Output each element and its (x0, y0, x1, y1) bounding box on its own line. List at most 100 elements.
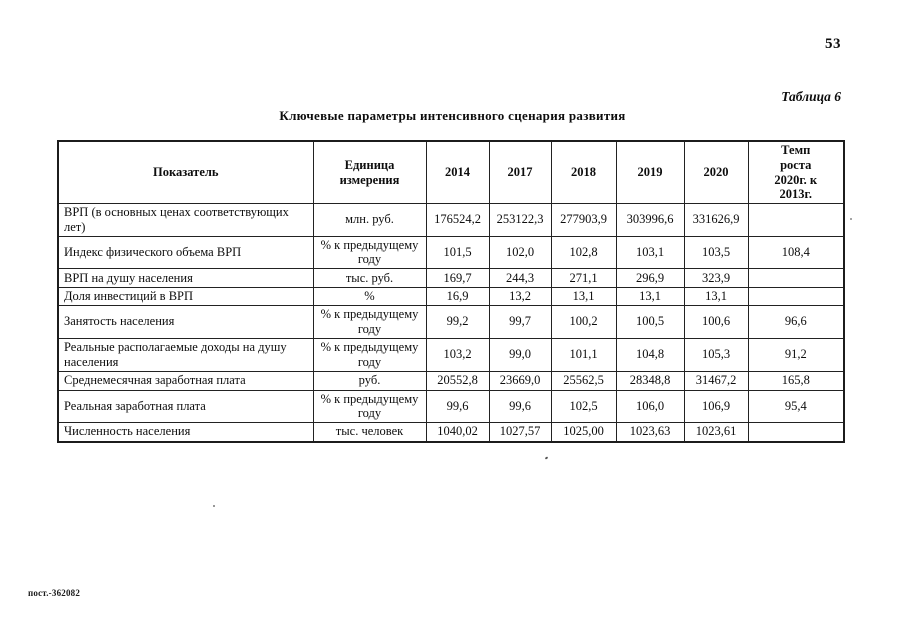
col-header-2020: 2020 (683, 140, 749, 204)
table-row: Реальные располагаемые доходы на душу на… (57, 337, 845, 372)
value-cell: 103,1 (615, 235, 685, 269)
unit-cell: тыс. руб. (312, 268, 427, 288)
indicator-cell: Занятость населения (57, 305, 314, 339)
unit-cell: руб. (312, 370, 427, 391)
value-cell: 96,6 (747, 305, 845, 339)
value-cell: 102,5 (550, 389, 617, 423)
value-cell: 23669,0 (488, 370, 552, 391)
indicator-cell: Реальные располагаемые доходы на душу на… (57, 337, 314, 372)
indicator-cell: Среднемесячная заработная плата (57, 370, 314, 391)
value-cell: 169,7 (425, 268, 490, 288)
scan-speck (544, 456, 549, 460)
value-cell: 1040,02 (425, 422, 490, 442)
value-cell: 244,3 (488, 268, 552, 288)
unit-cell: % к предыдущему году (312, 305, 427, 339)
col-header-growth-rate: Темп роста 2020г. к 2013г. (747, 140, 845, 204)
value-cell: 13,1 (683, 287, 749, 306)
table-row: Доля инвестиций в ВРП% 16,9 13,2 13,1 13,1 13… (57, 287, 845, 306)
value-cell: 271,1 (550, 268, 617, 288)
value-cell: 165,8 (747, 370, 845, 391)
value-cell: 20552,8 (425, 370, 490, 391)
indicator-cell: Реальная заработная плата (57, 389, 314, 423)
scan-speck (213, 505, 215, 507)
unit-cell: % к предыдущему году (312, 337, 427, 372)
col-header-growth-rate-label: Темп роста 2020г. к 2013г. (774, 143, 818, 202)
unit-cell: млн. руб. (312, 203, 427, 237)
table-row: Занятость населения% к предыдущему году 9… (57, 305, 845, 339)
unit-cell: % (312, 287, 427, 306)
value-cell: 100,5 (615, 305, 685, 339)
unit-cell: тыс. человек (312, 422, 427, 442)
value-cell: 100,6 (683, 305, 749, 339)
col-header-2019: 2019 (615, 140, 685, 204)
value-cell: 25562,5 (550, 370, 617, 391)
value-cell: 176524,2 (425, 203, 490, 237)
value-cell: 16,9 (425, 287, 490, 306)
value-cell (747, 268, 845, 288)
value-cell: 108,4 (747, 235, 845, 269)
col-header-indicator: Показатель (57, 140, 314, 204)
table-row: ВРП на душу населения тыс. руб. 169,7 244,3… (57, 268, 845, 288)
table-row: Индекс физического объема ВРП% к предыду… (57, 235, 845, 269)
value-cell: 1023,63 (615, 422, 685, 442)
value-cell: 102,0 (488, 235, 552, 269)
value-cell: 1025,00 (550, 422, 617, 442)
indicator-cell: Доля инвестиций в ВРП (57, 287, 314, 306)
scenario-parameters-table: Показатель Единица измерения 2014 2017 2… (57, 140, 845, 443)
value-cell: 13,2 (488, 287, 552, 306)
unit-cell: % к предыдущему году (312, 235, 427, 269)
value-cell: 106,0 (615, 389, 685, 423)
value-cell: 101,1 (550, 337, 617, 372)
col-header-2018: 2018 (550, 140, 617, 204)
value-cell: 28348,8 (615, 370, 685, 391)
col-header-unit-label: Единица измерения (339, 157, 400, 187)
value-cell: 100,2 (550, 305, 617, 339)
value-cell: 106,9 (683, 389, 749, 423)
value-cell: 95,4 (747, 389, 845, 423)
value-cell: 13,1 (550, 287, 617, 306)
value-cell: 102,8 (550, 235, 617, 269)
table-row: Среднемесячная заработная плата руб. 20552… (57, 370, 845, 391)
value-cell: 31467,2 (683, 370, 749, 391)
value-cell: 99,0 (488, 337, 552, 372)
value-cell: 323,9 (683, 268, 749, 288)
page-number: 53 (825, 36, 841, 52)
value-cell: 13,1 (615, 287, 685, 306)
table-row: Численность населения тыс. человек 1040,02… (57, 422, 845, 442)
col-header-2017: 2017 (488, 140, 552, 204)
value-cell: 296,9 (615, 268, 685, 288)
value-cell (747, 287, 845, 306)
value-cell: 103,5 (683, 235, 749, 269)
value-cell: 303996,6 (615, 203, 685, 237)
value-cell: 99,6 (425, 389, 490, 423)
value-cell: 99,6 (488, 389, 552, 423)
unit-cell: % к предыдущему году (312, 389, 427, 423)
value-cell: 103,2 (425, 337, 490, 372)
indicator-cell: Индекс физического объема ВРП (57, 235, 314, 269)
col-header-2014: 2014 (425, 140, 490, 204)
value-cell: 1027,57 (488, 422, 552, 442)
footer-code: пост.-362082 (28, 588, 81, 598)
value-cell: 331626,9 (683, 203, 749, 237)
value-cell: 277903,9 (550, 203, 617, 237)
indicator-cell: Численность населения (57, 422, 314, 442)
table-header-row: Показатель Единица измерения 2014 2017 2… (57, 140, 845, 204)
table-row: Реальная заработная плата% к предыдущему… (57, 389, 845, 423)
value-cell: 99,2 (425, 305, 490, 339)
indicator-cell: ВРП (в основных ценах соответствующих ле… (57, 203, 314, 237)
value-cell (747, 203, 845, 237)
col-header-unit: Единица измерения (312, 140, 427, 204)
value-cell: 253122,3 (488, 203, 552, 237)
table-caption-label: Таблица 6 (781, 89, 841, 104)
table-row: ВРП (в основных ценах соответствующих ле… (57, 203, 845, 237)
value-cell (747, 422, 845, 442)
value-cell: 104,8 (615, 337, 685, 372)
indicator-cell: ВРП на душу населения (57, 268, 314, 288)
scan-speck (850, 218, 852, 220)
table-title: Ключевые параметры интенсивного сценария… (279, 108, 626, 123)
value-cell: 1023,61 (683, 422, 749, 442)
value-cell: 99,7 (488, 305, 552, 339)
value-cell: 105,3 (683, 337, 749, 372)
value-cell: 101,5 (425, 235, 490, 269)
